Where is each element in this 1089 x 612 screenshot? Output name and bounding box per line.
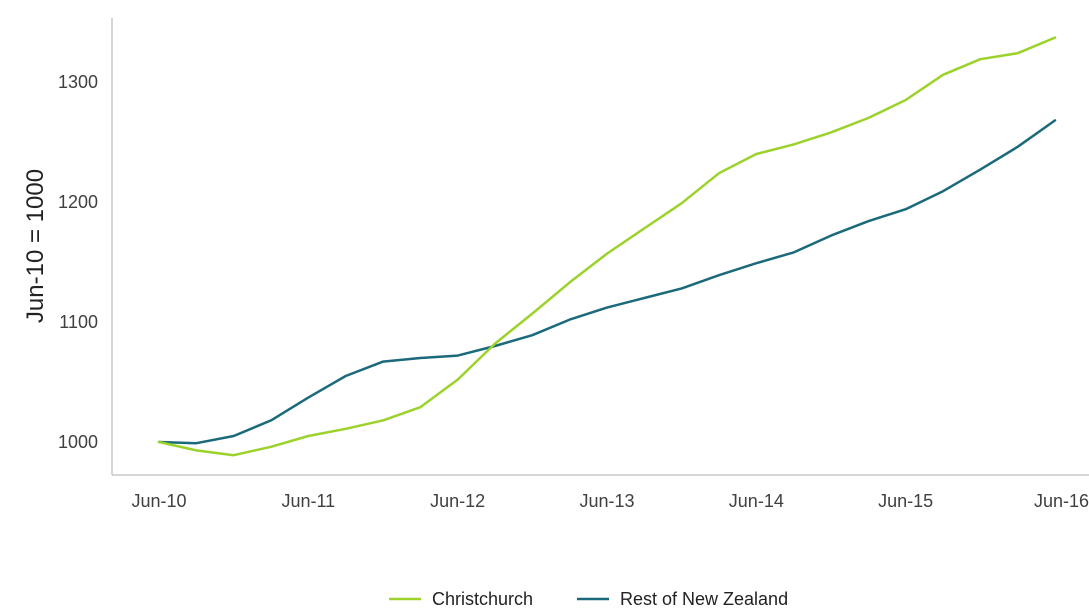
axes	[111, 18, 1089, 476]
x-tick-label: Jun-16	[1034, 491, 1089, 511]
x-tick-labels: Jun-10 Jun-11 Jun-12 Jun-13 Jun-14 Jun-15 Jun-…	[131, 491, 1089, 511]
x-tick-label: Jun-15	[878, 491, 933, 511]
y-axis-title: Jun-10 = 1000	[22, 169, 49, 323]
y-tick-label: 1100	[59, 312, 98, 332]
y-tick-label: 1200	[58, 192, 98, 212]
series-line-christchurch	[157, 36, 1057, 457]
legend-label-christchurch: Christchurch	[432, 589, 533, 609]
x-tick-label: Jun-11	[281, 491, 335, 511]
series-line-rest-of-new-zealand	[157, 119, 1057, 445]
x-tick-label: Jun-10	[131, 491, 186, 511]
x-tick-label: Jun-13	[579, 491, 634, 511]
x-tick-label: Jun-14	[729, 491, 784, 511]
y-tick-labels: 1000 1100 1200 1300	[58, 72, 98, 452]
legend: Christchurch Rest of New Zealand	[389, 589, 788, 609]
y-tick-label: 1000	[58, 432, 98, 452]
y-tick-label: 1300	[58, 72, 98, 92]
x-tick-label: Jun-12	[430, 491, 485, 511]
plot-lines	[157, 36, 1057, 457]
legend-label-rest-of-new-zealand: Rest of New Zealand	[620, 589, 788, 609]
